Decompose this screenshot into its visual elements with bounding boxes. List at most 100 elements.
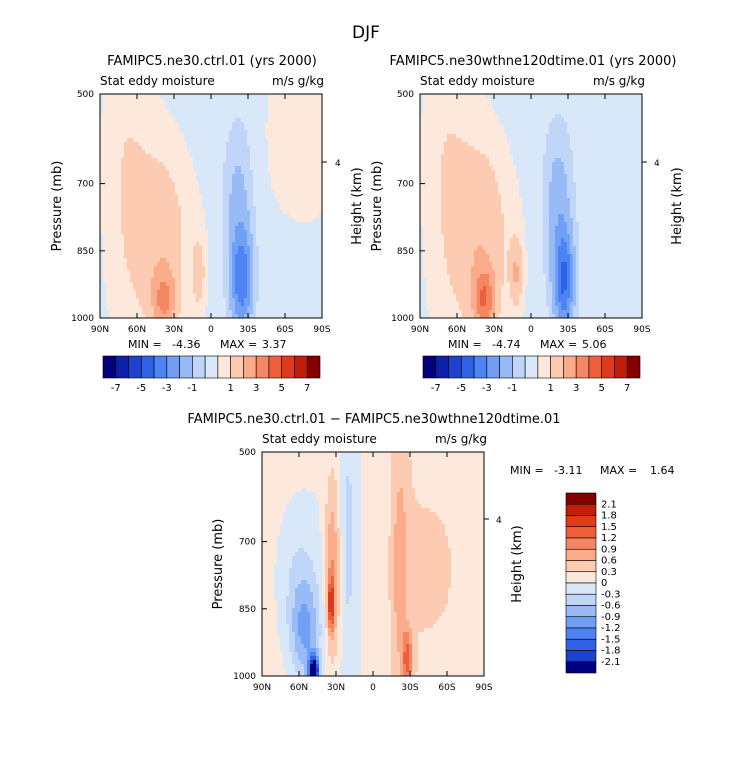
- field-cell: [172, 202, 176, 207]
- field-cell: [172, 254, 176, 259]
- field-cell: [172, 106, 176, 111]
- field-cell: [259, 250, 263, 255]
- field-cell: [226, 178, 230, 183]
- field-cell: [238, 154, 242, 159]
- field-cell: [181, 94, 185, 99]
- field-cell: [196, 110, 200, 115]
- field-cell: [187, 210, 191, 215]
- field-cell: [310, 150, 314, 155]
- field-cell: [142, 198, 146, 203]
- field-cell: [235, 102, 239, 107]
- field-cell: [301, 218, 305, 223]
- field-cell: [112, 178, 116, 183]
- field-cell: [459, 206, 463, 211]
- field-cell: [250, 270, 254, 275]
- field-cell: [121, 214, 125, 219]
- field-cell: [292, 114, 296, 119]
- field-cell: [223, 174, 227, 179]
- field-cell: [295, 262, 299, 267]
- field-cell: [187, 150, 191, 155]
- field-cell: [175, 134, 179, 139]
- field-cell: [211, 190, 215, 195]
- field-cell: [109, 138, 113, 143]
- field-cell: [280, 122, 284, 127]
- field-cell: [220, 290, 224, 295]
- y-tick-label: 700: [77, 180, 94, 190]
- field-cell: [214, 186, 218, 191]
- field-cell: [268, 226, 272, 231]
- field-cell: [121, 290, 125, 295]
- field-cell: [292, 178, 296, 183]
- field-cell: [289, 214, 293, 219]
- field-cell: [447, 178, 451, 183]
- field-cell: [453, 146, 457, 151]
- field-cell: [277, 282, 281, 287]
- field-cell: [109, 166, 113, 171]
- field-cell: [121, 178, 125, 183]
- field-cell: [178, 194, 182, 199]
- field-cell: [420, 210, 424, 215]
- field-cell: [118, 206, 122, 211]
- field-cell: [157, 174, 161, 179]
- field-cell: [220, 310, 224, 315]
- field-cell: [292, 214, 296, 219]
- field-cell: [202, 166, 206, 171]
- field-cell: [202, 230, 206, 235]
- field-cell: [103, 294, 107, 299]
- field-cell: [429, 234, 433, 239]
- field-cell: [178, 270, 182, 275]
- field-cell: [435, 166, 439, 171]
- field-cell: [100, 118, 104, 123]
- field-cell: [172, 122, 176, 127]
- field-cell: [304, 154, 308, 159]
- field-cell: [118, 134, 122, 139]
- field-cell: [154, 150, 158, 155]
- field-cell: [447, 298, 451, 303]
- field-cell: [139, 102, 143, 107]
- field-cell: [435, 150, 439, 155]
- field-cell: [247, 254, 251, 259]
- field-cell: [450, 190, 454, 195]
- field-cell: [313, 314, 317, 319]
- field-cell: [181, 134, 185, 139]
- field-cell: [160, 94, 164, 99]
- field-cell: [175, 142, 179, 147]
- field-cell: [271, 230, 275, 235]
- field-cell: [247, 126, 251, 131]
- field-cell: [193, 238, 197, 243]
- field-cell: [205, 286, 209, 291]
- field-cell: [115, 206, 119, 211]
- field-cell: [139, 218, 143, 223]
- field-cell: [238, 182, 242, 187]
- field-cell: [232, 158, 236, 163]
- field-cell: [274, 138, 278, 143]
- field-cell: [310, 186, 314, 191]
- field-cell: [298, 250, 302, 255]
- field-cell: [435, 222, 439, 227]
- field-cell: [274, 182, 278, 187]
- field-cell: [301, 122, 305, 127]
- field-cell: [259, 102, 263, 107]
- field-cell: [112, 142, 116, 147]
- field-cell: [250, 158, 254, 163]
- field-cell: [136, 178, 140, 183]
- field-cell: [262, 214, 266, 219]
- field-cell: [259, 302, 263, 307]
- colorbar-swatch: [166, 355, 180, 379]
- field-cell: [163, 274, 167, 279]
- field-cell: [438, 270, 442, 275]
- field-cell: [190, 242, 194, 247]
- field-cell: [142, 222, 146, 227]
- field-cell: [241, 202, 245, 207]
- field-cell: [280, 118, 284, 123]
- field-cell: [298, 178, 302, 183]
- field-cell: [148, 150, 152, 155]
- field-cell: [423, 270, 427, 275]
- field-cell: [148, 222, 152, 227]
- field-cell: [223, 134, 227, 139]
- field-cell: [444, 302, 448, 307]
- field-cell: [268, 262, 272, 267]
- field-cell: [160, 254, 164, 259]
- field-cell: [274, 286, 278, 291]
- field-cell: [241, 286, 245, 291]
